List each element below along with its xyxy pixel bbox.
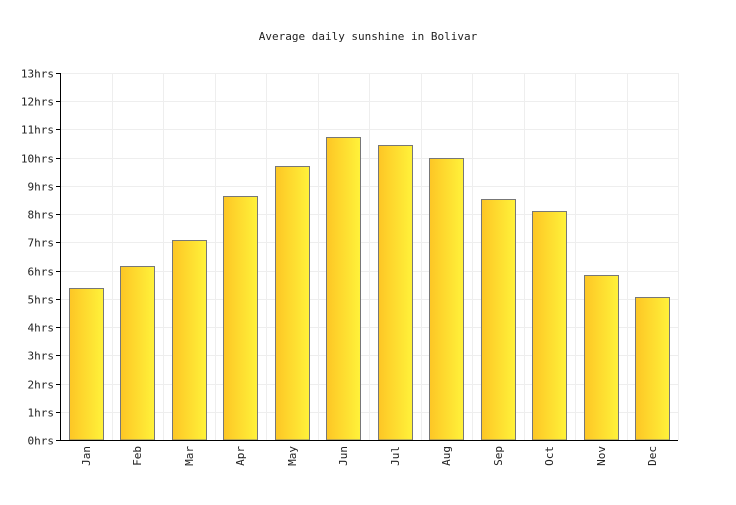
y-tick-label: 2hrs (28, 379, 55, 392)
y-tick-label: 11hrs (21, 124, 54, 137)
bar-jun (326, 137, 361, 441)
x-tick-label: May (286, 446, 299, 466)
y-tick-label: 8hrs (28, 209, 55, 222)
bar-dec (635, 297, 670, 441)
axes (56, 73, 678, 441)
x-tick-label: Jan (80, 446, 93, 466)
x-tick-label: Jun (337, 446, 350, 466)
y-tick-label: 10hrs (21, 153, 54, 166)
y-tick-labels: 0hrs 1hrs 2hrs 3hrs 4hrs 5hrs 6hrs 7hrs 8hrs 9hrs… (21, 68, 54, 448)
bar-jul (378, 145, 413, 441)
x-tick-label: Nov (595, 446, 608, 466)
x-tick-label: Dec (646, 446, 659, 466)
bar-feb (120, 266, 155, 441)
y-tick-label: 9hrs (28, 181, 55, 194)
bars (69, 137, 670, 441)
y-tick-label: 13hrs (21, 68, 54, 81)
x-tick-label: Feb (131, 446, 144, 466)
x-tick-labels: Jan Feb Mar Apr May Jun Jul Aug Sep Oct Nov Dec (80, 446, 659, 466)
y-tick-label: 7hrs (28, 237, 55, 250)
bar-sep (481, 199, 516, 441)
y-tick-label: 0hrs (28, 435, 55, 448)
bar-mar (172, 240, 207, 441)
x-tick-label: Mar (183, 446, 196, 466)
x-tick-label: Aug (440, 446, 453, 466)
bar-oct (532, 211, 567, 441)
y-tick-label: 1hrs (28, 407, 55, 420)
chart-title: Average daily sunshine in Bolivar (259, 30, 478, 43)
y-tick-label: 6hrs (28, 266, 55, 279)
bar-apr (223, 196, 258, 441)
x-tick-label: Apr (234, 446, 247, 466)
bar-nov (584, 275, 619, 441)
bar-aug (429, 158, 464, 441)
x-tick-label: Jul (389, 446, 402, 466)
x-tick-label: Oct (543, 446, 556, 466)
bar-may (275, 166, 310, 441)
bar-jan (69, 288, 104, 441)
y-tick-label: 5hrs (28, 294, 55, 307)
x-tick-label: Sep (492, 446, 505, 466)
y-tick-label: 4hrs (28, 322, 55, 335)
y-tick-label: 12hrs (21, 96, 54, 109)
y-tick-label: 3hrs (28, 350, 55, 363)
